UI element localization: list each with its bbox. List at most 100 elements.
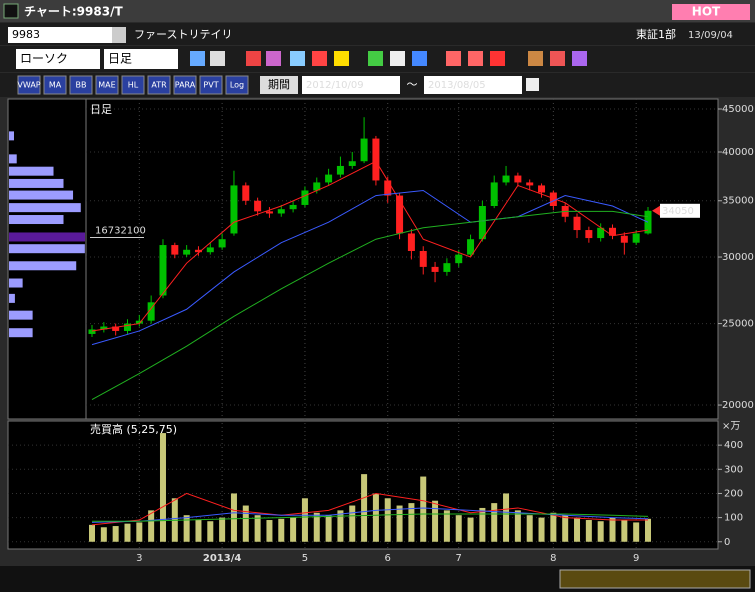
icon-button[interactable]	[412, 51, 427, 66]
code-dropdown[interactable]	[112, 27, 126, 43]
volume-bar	[159, 433, 166, 542]
candle-body	[372, 138, 380, 181]
chart-type-select[interactable]	[16, 49, 100, 69]
indicator-button[interactable]	[173, 75, 197, 95]
y-tick-label: 45000	[722, 104, 754, 115]
indicator-label: MAE	[98, 81, 115, 90]
moving-average	[91, 492, 648, 526]
market: 東証1部	[636, 27, 676, 41]
volume-bar	[479, 507, 486, 542]
icon-button[interactable]	[266, 51, 281, 66]
volume-bar	[207, 521, 214, 542]
y-tick-label: 300	[724, 464, 743, 475]
icon-button[interactable]	[572, 51, 587, 66]
volume-bar	[89, 524, 95, 542]
indicator-label: HL	[128, 81, 139, 90]
candle-body	[360, 138, 368, 162]
volume-bar	[313, 512, 320, 542]
volume-bar	[526, 515, 533, 542]
icon-button[interactable]	[368, 51, 383, 66]
profile-max-label: 16732100	[95, 225, 146, 236]
volume-profile-bar	[9, 232, 85, 242]
y-tick-label: 25000	[722, 319, 754, 330]
indicator-button[interactable]	[17, 75, 41, 95]
x-tick-label: 3	[136, 553, 142, 564]
candle-body	[171, 245, 179, 255]
volume-profile-bar	[9, 131, 14, 141]
range-separator: 〜	[407, 78, 418, 91]
to-input[interactable]	[424, 76, 522, 94]
to-date: 2013/08/05	[428, 80, 486, 91]
scroll-thumb[interactable]	[559, 569, 751, 589]
icon-button[interactable]	[446, 51, 461, 66]
candle-body	[490, 182, 498, 207]
indicator-button[interactable]	[147, 75, 171, 95]
candle-body	[218, 239, 226, 248]
indicator-button[interactable]	[121, 75, 145, 95]
icon-button[interactable]	[210, 51, 225, 66]
chart-type: ローソク	[20, 52, 68, 66]
volume-bar	[574, 517, 581, 542]
y-tick-label: 0	[724, 537, 730, 548]
volume-bar	[633, 522, 640, 542]
candle-body	[526, 182, 534, 186]
icon-button[interactable]	[390, 51, 405, 66]
range-button[interactable]	[260, 76, 298, 94]
date: 13/09/04	[688, 30, 733, 41]
code-input[interactable]	[8, 27, 112, 43]
company-name: ファーストリテイリ	[134, 28, 232, 41]
indicator-label: Log	[230, 81, 244, 90]
indicator-button[interactable]	[69, 75, 93, 95]
volume-bar	[562, 515, 569, 542]
period: 日足	[108, 52, 132, 66]
period-select[interactable]	[104, 49, 178, 69]
moving-average	[91, 507, 649, 523]
volume-profile-bar	[9, 190, 74, 200]
icon-button[interactable]	[246, 51, 261, 66]
checkbox[interactable]	[526, 78, 539, 91]
icon-button[interactable]	[490, 51, 505, 66]
candle-body	[183, 249, 191, 255]
icon-button[interactable]	[528, 51, 543, 66]
x-tick-label: 6	[385, 553, 391, 564]
candle-body	[277, 209, 285, 214]
indicator-button[interactable]	[225, 75, 249, 95]
x-tick-label: 2013/4	[203, 553, 241, 564]
candle-body	[407, 233, 415, 251]
volume-bar	[443, 510, 450, 542]
icon-button[interactable]	[550, 51, 565, 66]
volume-bar	[301, 498, 308, 542]
volume-bar	[337, 510, 344, 542]
volume-bar	[621, 520, 628, 542]
icon-button[interactable]	[190, 51, 205, 66]
x-tick-label: 8	[550, 553, 556, 564]
volume-bar	[136, 522, 143, 542]
indicator-button[interactable]	[43, 75, 67, 95]
indicator-button[interactable]	[199, 75, 223, 95]
volume-profile-bar	[9, 328, 33, 338]
x-tick-label: 5	[302, 553, 308, 564]
icon-button[interactable]	[468, 51, 483, 66]
volume-profile-bar	[9, 215, 64, 225]
from-input[interactable]	[302, 76, 400, 94]
candle-body	[609, 227, 617, 236]
candle-body	[147, 302, 155, 321]
icon-button[interactable]	[312, 51, 327, 66]
volume-bar	[254, 515, 261, 542]
moving-average	[91, 210, 649, 401]
volume-bar	[384, 498, 391, 542]
volume-bar	[372, 493, 379, 542]
candle-body	[573, 216, 581, 231]
icon-button[interactable]	[334, 51, 349, 66]
candle-body	[467, 239, 475, 255]
moving-average	[91, 189, 649, 346]
volume-unit: ×万	[722, 421, 740, 432]
hot-label: HOT	[692, 5, 721, 19]
candle-body	[135, 320, 143, 324]
hot-button[interactable]	[672, 4, 750, 20]
icon-button[interactable]	[290, 51, 305, 66]
indicator-label: ATR	[151, 81, 167, 90]
candle-body	[159, 245, 167, 296]
indicator-button[interactable]	[95, 75, 119, 95]
